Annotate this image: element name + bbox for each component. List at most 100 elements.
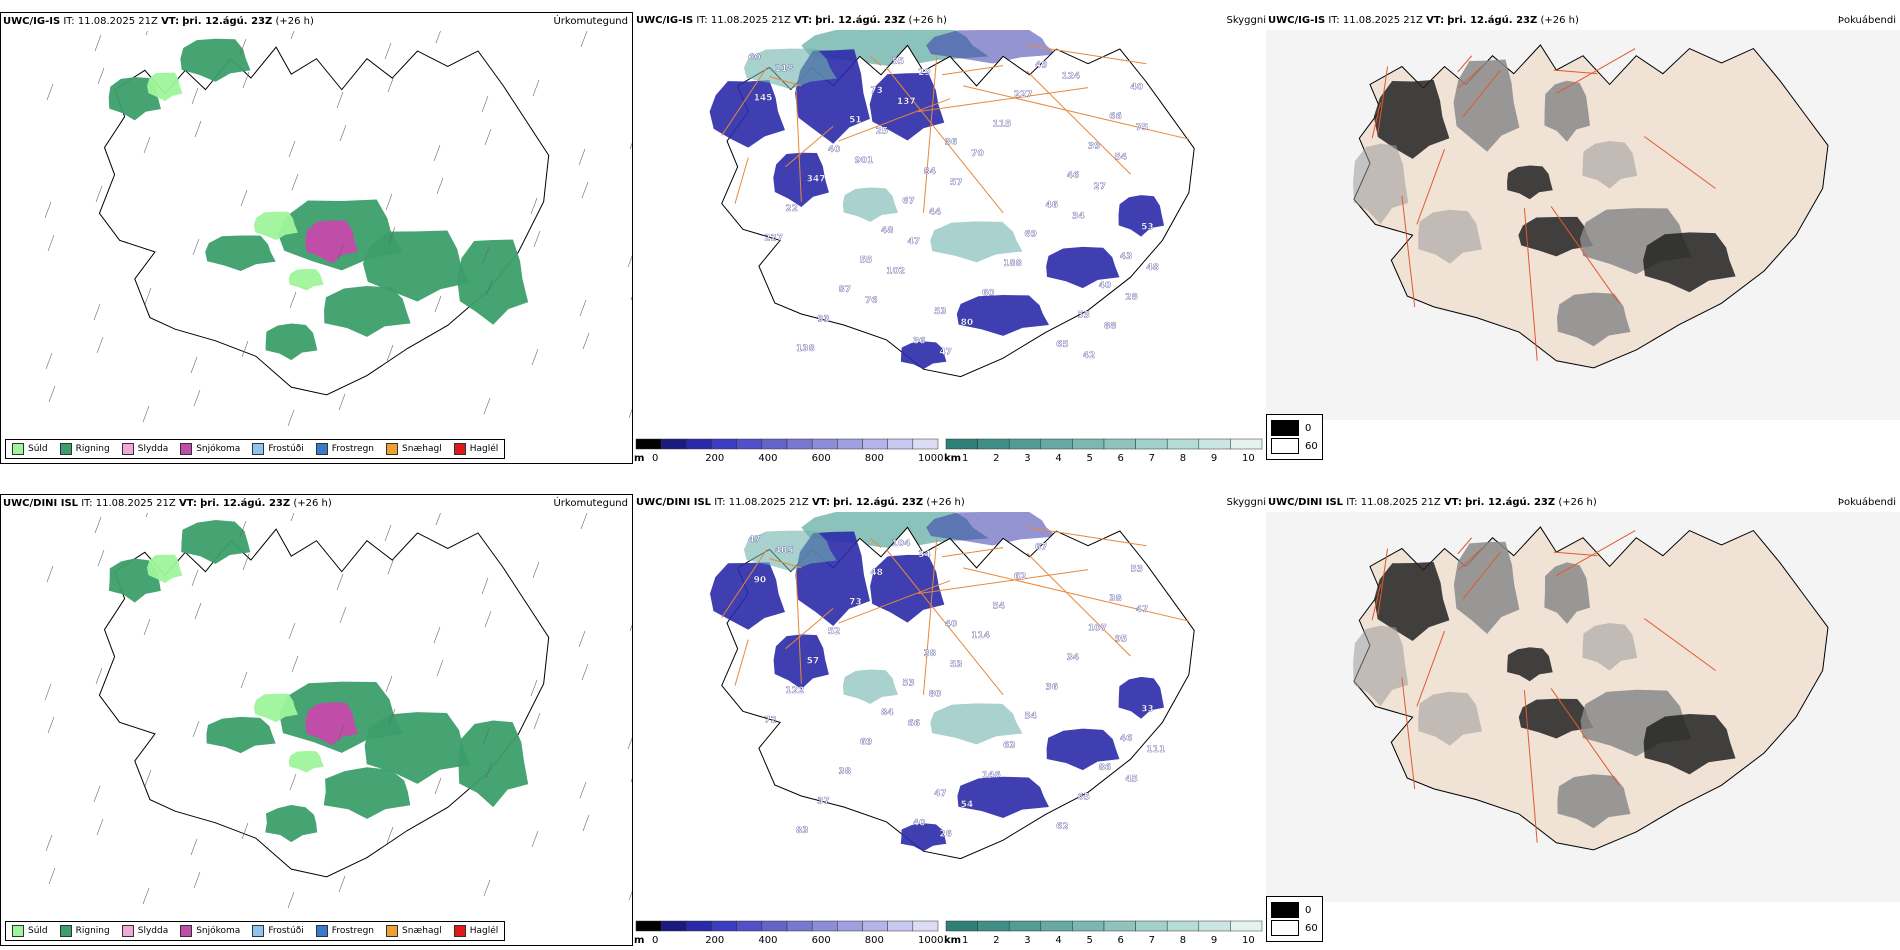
cloud-base-label: 63 <box>1003 741 1016 751</box>
wind-barb <box>582 814 590 832</box>
wind-barb <box>97 549 105 567</box>
road-line <box>1457 537 1473 555</box>
cloud-base-label: 47 <box>934 789 947 799</box>
colorbar-segment <box>1135 438 1168 450</box>
road-line <box>785 125 834 168</box>
wind-barb <box>582 332 590 350</box>
cloud-base-label: 62 <box>1014 572 1027 582</box>
precip-legend: Súld Rigning Slydda Snjókoma Frostúði Frostre… <box>5 921 506 941</box>
field-area <box>957 776 1050 818</box>
wind-barb <box>94 516 102 534</box>
cloud-base-label: 75 <box>1136 123 1149 133</box>
wind-barb <box>241 822 249 840</box>
precip-legend-item: Frostúði <box>252 443 304 455</box>
cloud-base-label: 47 <box>1136 605 1149 615</box>
colorbar-segment <box>736 438 763 450</box>
cloud-base-label: 47 <box>748 535 761 545</box>
cloud-base-label: 25 <box>876 127 889 137</box>
colorbar-segment <box>1008 920 1042 932</box>
road-line <box>769 558 802 569</box>
wind-barb <box>388 226 396 244</box>
colorbar-segment <box>786 438 813 450</box>
field-area <box>364 712 470 784</box>
colorbar-segment <box>1230 438 1263 450</box>
precip-type-panel-2: UWC/DINI ISL IT: 11.08.2025 21Z VT: þri.… <box>0 494 633 946</box>
visibility-title: Skyggni <box>1226 15 1266 26</box>
cloud-base-label: 69 <box>1024 230 1037 240</box>
cloud-base-label: 188 <box>1003 259 1022 269</box>
road-line <box>885 549 1004 696</box>
wind-barb <box>384 524 392 542</box>
cloud-base-label: 66 <box>908 719 921 729</box>
precip-map <box>1 513 632 933</box>
field-area <box>1556 292 1631 347</box>
wind-barb <box>629 624 632 632</box>
field-area <box>900 341 947 370</box>
wind-barb <box>44 201 52 219</box>
field-area <box>1353 143 1409 225</box>
field-area <box>253 211 298 241</box>
wind-barb <box>484 128 492 146</box>
precip-legend-item: Slydda <box>121 443 168 455</box>
precip-legend-item: Snæhagl <box>386 443 442 455</box>
cloud-base-label: 115 <box>992 119 1011 129</box>
field-area <box>773 152 829 207</box>
cloud-base-label: 55 <box>892 57 905 67</box>
colorbar-segment <box>1040 920 1073 932</box>
wind-barb <box>338 875 346 893</box>
wind-barb <box>485 761 493 779</box>
wind-barb <box>290 31 295 40</box>
wind-barb <box>435 513 441 526</box>
wind-barb <box>241 340 249 358</box>
colorbar-tick: 6 <box>1117 453 1124 464</box>
cloud-base-label: 65 <box>1077 793 1090 803</box>
road-line <box>963 567 1190 622</box>
colorbar-segment <box>761 920 788 932</box>
field-area <box>458 720 529 808</box>
wind-barb <box>339 124 347 142</box>
cloud-base-label: 102 <box>886 267 905 277</box>
ceiling-visibility-panel-1: UWC/IG-IS IT: 11.08.2025 21Z VT: þri. 12… <box>634 12 1266 464</box>
colorbar-segment <box>862 920 888 932</box>
fog-title: Þokuábendi <box>1837 497 1896 508</box>
fog-legend-swatch <box>1271 420 1299 436</box>
colorbar-segment <box>1008 438 1042 450</box>
wind-barb <box>627 737 632 750</box>
colorbar-segment <box>686 438 712 450</box>
road-line <box>1401 195 1416 307</box>
cloud-base-label: 80 <box>929 690 942 700</box>
cloud-base-label: 62 <box>1056 822 1069 832</box>
wind-barb <box>434 777 442 795</box>
cloud-base-label: 36 <box>1046 682 1059 692</box>
wind-barb <box>581 663 589 681</box>
field-area <box>870 554 945 623</box>
cloud-base-label: 51 <box>849 116 862 126</box>
wind-barb <box>532 79 540 97</box>
colorbar-segment <box>635 438 662 450</box>
fog-legend-swatch <box>1271 438 1299 454</box>
cloud-base-label: 47 <box>939 347 952 357</box>
colorbar-segment <box>887 920 914 932</box>
cloud-base-label: 36 <box>945 138 958 148</box>
cloud-base-label: 53 <box>934 307 947 317</box>
colorbar-segment <box>660 438 687 450</box>
wind-barb <box>194 120 202 138</box>
wind-barb <box>145 513 148 518</box>
legend-swatch <box>386 443 399 455</box>
wind-barb <box>388 708 396 726</box>
colorbar-segment <box>1166 438 1200 450</box>
road-line <box>918 569 1089 595</box>
field-area <box>930 703 1023 745</box>
colorbar-segment <box>736 920 763 932</box>
cloud-base-label: 28 <box>1125 292 1138 302</box>
wind-barb <box>580 31 588 48</box>
wind-barb <box>387 557 395 575</box>
legend-label: Súld <box>28 926 48 936</box>
colorbar-tick: 800 <box>864 935 884 946</box>
legend-swatch <box>121 443 134 455</box>
road-line <box>795 89 802 202</box>
wind-barb <box>337 242 345 260</box>
legend-swatch <box>59 443 72 455</box>
cloud-base-label: 38 <box>923 649 936 659</box>
colorbar-segment <box>945 920 978 932</box>
